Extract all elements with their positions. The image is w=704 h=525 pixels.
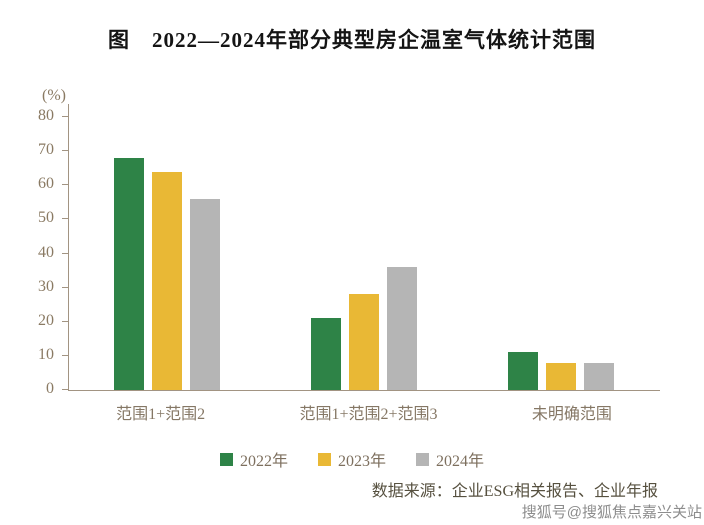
y-tick-mark bbox=[62, 252, 68, 254]
bar-2024年-范围1+范围2 bbox=[190, 198, 221, 390]
y-tick-mark bbox=[62, 320, 68, 322]
bar-group bbox=[310, 117, 417, 390]
data-source-note: 数据来源：企业ESG相关报告、企业年报 bbox=[371, 483, 658, 500]
bar-2022年-范围1+范围2+范围3 bbox=[310, 318, 341, 390]
legend-label: 2023年 bbox=[337, 453, 386, 470]
y-axis-line bbox=[68, 104, 69, 391]
legend-label: 2022年 bbox=[239, 453, 288, 470]
bar-2024年-未明确范围 bbox=[583, 362, 614, 390]
plot-area bbox=[69, 117, 659, 390]
x-category-label: 范围1+范围2 bbox=[116, 406, 206, 423]
bar-2022年-未明确范围 bbox=[507, 352, 538, 390]
y-tick-mark bbox=[62, 116, 68, 117]
y-tick-label: 60 bbox=[38, 175, 54, 193]
legend: 2022年 2023年 2024年 bbox=[0, 447, 704, 471]
y-tick-label: 70 bbox=[38, 141, 54, 159]
bar-2022年-范围1+范围2 bbox=[114, 157, 145, 390]
y-tick-label: 30 bbox=[38, 277, 54, 295]
legend-label: 2024年 bbox=[436, 453, 485, 470]
y-tick-mark bbox=[62, 354, 68, 356]
watermark: 搜狐号@搜狐焦点嘉兴关站 bbox=[521, 504, 702, 521]
x-category-label: 未明确范围 bbox=[531, 406, 612, 423]
chart-title: 图 2022—2024年部分典型房企温室气体统计范围 bbox=[108, 28, 596, 52]
y-tick-mark bbox=[62, 389, 68, 390]
y-tick-label: 80 bbox=[38, 107, 54, 124]
y-axis-ticks: 0 10 20 30 40 50 60 70 80 bbox=[0, 107, 68, 397]
legend-swatch-icon bbox=[317, 452, 331, 466]
y-tick-label: 20 bbox=[38, 311, 54, 329]
bar-2023年-未明确范围 bbox=[545, 362, 576, 390]
bar-group bbox=[507, 117, 614, 390]
y-axis-unit-label: (%) bbox=[42, 87, 66, 104]
y-tick-mark bbox=[62, 286, 68, 288]
legend-item: 2022年 bbox=[219, 447, 288, 471]
bar-2023年-范围1+范围2 bbox=[152, 171, 183, 390]
bar-2024年-范围1+范围2+范围3 bbox=[386, 267, 417, 390]
legend-item: 2024年 bbox=[416, 447, 484, 471]
x-axis-category-labels: 范围1+范围2 范围1+范围2+范围3 未明确范围 bbox=[69, 400, 659, 424]
y-tick-mark bbox=[62, 218, 68, 220]
legend-swatch-icon bbox=[219, 452, 233, 466]
bar-2023年-范围1+范围2+范围3 bbox=[348, 294, 379, 390]
y-tick-mark bbox=[62, 184, 68, 186]
legend-swatch-icon bbox=[416, 452, 429, 466]
y-tick-label: 50 bbox=[38, 209, 54, 227]
bar-group bbox=[114, 117, 221, 390]
y-tick-label: 0 bbox=[46, 380, 54, 397]
y-tick-label: 40 bbox=[38, 243, 54, 261]
x-axis-line bbox=[68, 390, 660, 391]
legend-item: 2023年 bbox=[317, 447, 386, 471]
x-category-label: 范围1+范围2+范围3 bbox=[299, 406, 438, 423]
y-tick-label: 10 bbox=[38, 345, 54, 363]
y-tick-mark bbox=[62, 150, 68, 152]
